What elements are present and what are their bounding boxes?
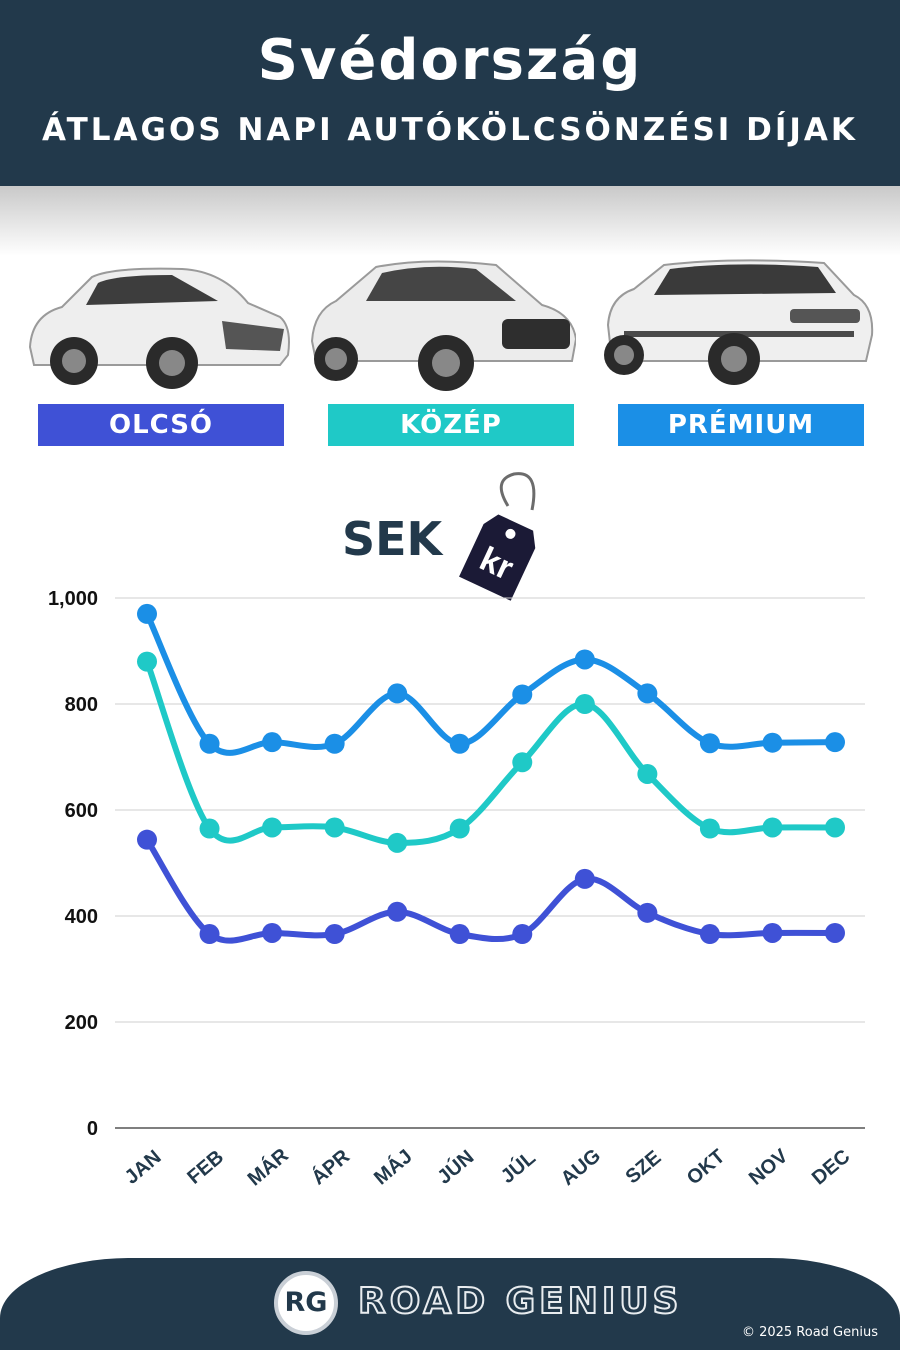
data-point [574,649,595,670]
data-point [762,732,783,753]
series-line [144,836,838,944]
x-tick-label: FEB [183,1146,228,1189]
data-point [762,922,783,943]
data-point [137,651,157,672]
x-tick-label: AUG [557,1145,605,1190]
data-point [637,763,658,784]
hatchback-car-image [28,267,290,389]
data-point [324,733,345,754]
data-point [699,924,720,945]
data-point [387,901,408,922]
data-point [574,868,595,889]
data-point [199,924,220,945]
x-tick-label: SZE [622,1146,666,1188]
data-point [574,694,595,714]
road-genius-logo: RG [274,1271,338,1335]
category-badge-mid: KÖZÉP [328,404,574,446]
y-tick-label: 600 [65,800,98,822]
footer [0,1258,900,1350]
copyright: © 2025 Road Genius [741,1325,878,1340]
data-point [825,732,845,753]
series-line [144,658,838,846]
data-point [512,924,533,945]
y-tick-label: 800 [65,694,98,716]
series-line [144,610,838,756]
x-tick-label: JÚL [496,1145,540,1188]
data-point [699,733,720,754]
data-point [699,818,720,839]
data-point [449,733,470,754]
x-tick-label: JÚN [432,1145,478,1189]
data-point [637,902,658,923]
y-tick-label: 400 [65,906,98,928]
data-point [262,817,283,838]
line-chart: 0 200 400 600 800 1,000 JAN FEB MÁR ÁPR MÁJ JÚN JÚL… [48,588,865,1190]
data-point [387,683,408,704]
price-tag-icon: kr [455,472,539,605]
data-point [449,924,470,945]
data-point [137,603,157,624]
data-point [199,818,220,839]
data-point [199,733,220,754]
header: Svédország ÁTLAGOS NAPI AUTÓKÖLCSÖNZÉSI … [0,0,900,186]
premium-suv-car-image [604,259,874,385]
x-tick-label: NOV [745,1145,793,1190]
data-point [262,732,283,753]
x-tick-label: ÁPR [307,1144,355,1189]
data-point [825,817,845,838]
page-title: Svédország [257,28,643,93]
x-tick-label: DEC [808,1145,854,1189]
x-tick-label: JAN [121,1146,166,1189]
y-tick-label: 0 [87,1118,98,1140]
category-badge-premium: PRÉMIUM [618,404,864,446]
data-point [387,832,408,853]
header-shadow [0,186,900,256]
x-tick-label: MÁR [243,1143,293,1190]
x-tick-label: OKT [683,1145,729,1189]
y-tick-label: 1,000 [48,588,98,610]
x-tick-label: MÁJ [369,1145,416,1190]
data-point [512,684,533,705]
category-badge-cheap: OLCSÓ [38,404,284,446]
y-tick-label: 200 [65,1012,98,1034]
data-point [762,817,783,838]
page-subtitle: ÁTLAGOS NAPI AUTÓKÖLCSÖNZÉSI DÍJAK [42,112,858,148]
data-point [512,752,533,773]
suv-car-image [310,260,576,391]
brand-name: ROAD GENIUS [357,1280,683,1323]
data-point [262,922,283,943]
data-point [324,817,345,838]
data-point [637,683,658,704]
data-point [137,829,157,850]
data-point [825,922,845,943]
currency-label: SEK [342,512,443,566]
data-point [324,924,345,945]
data-point [449,818,470,839]
